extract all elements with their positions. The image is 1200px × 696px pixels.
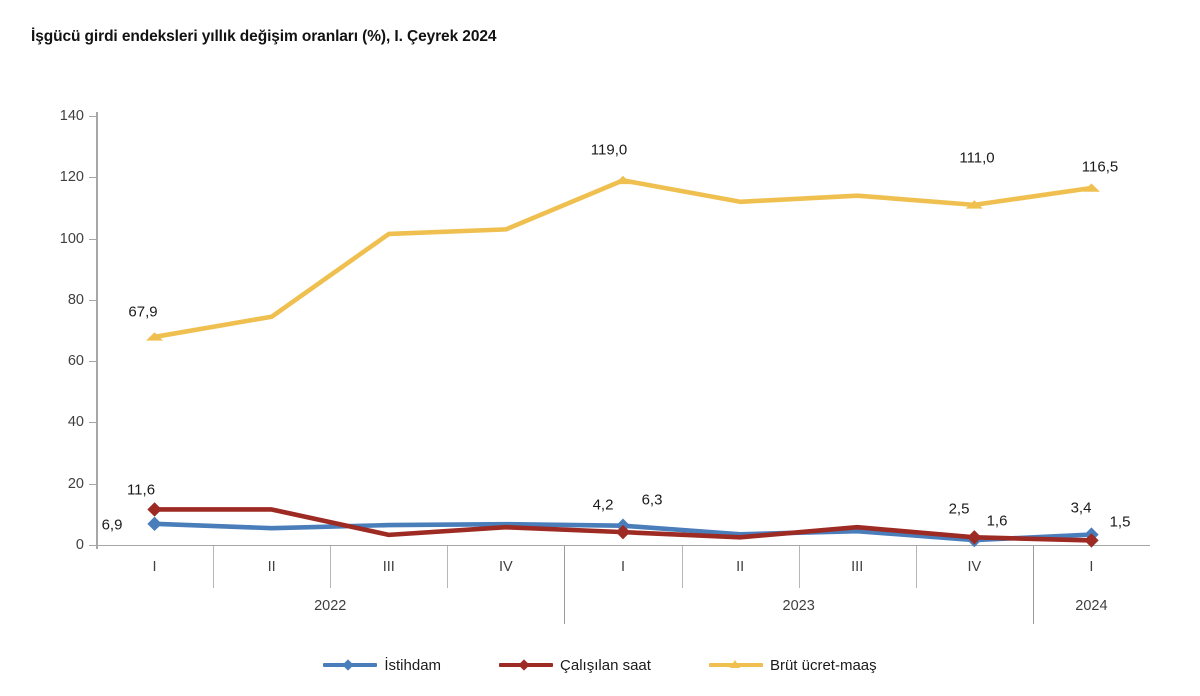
data-point-marker — [615, 518, 631, 533]
data-point-label: 116,5 — [1081, 158, 1119, 176]
y-axis-label: 60 — [67, 353, 84, 370]
year-axis-label: 2024 — [1075, 598, 1108, 614]
y-axis-line — [96, 112, 98, 549]
data-point-label: 11,6 — [126, 481, 156, 499]
series-line — [152, 178, 1094, 340]
quarter-separator — [330, 546, 332, 588]
data-point-label: 119,0 — [590, 141, 628, 159]
data-point-label: 6,3 — [641, 491, 663, 509]
y-axis-label: 0 — [75, 537, 84, 553]
quarter-separator — [681, 546, 683, 588]
y-axis-label: 80 — [67, 291, 84, 308]
legend-triangle-icon — [708, 658, 763, 672]
y-axis-label: 120 — [59, 169, 84, 186]
y-axis-tick — [89, 238, 96, 240]
data-point-marker — [146, 332, 164, 341]
year-axis: 2022 2023 2024 — [96, 588, 1150, 624]
year-separator — [564, 546, 566, 624]
data-point-label: 2,5 — [948, 500, 970, 518]
data-point-marker — [147, 516, 162, 532]
series-line — [152, 521, 1094, 543]
data-point-marker — [615, 524, 631, 540]
quarter-separator — [447, 546, 449, 588]
data-point-marker — [967, 530, 982, 545]
y-axis-tick — [89, 299, 96, 301]
data-point-marker — [147, 502, 162, 517]
quarter-separator — [798, 546, 800, 588]
y-axis-tick — [89, 483, 96, 485]
legend-label: Brüt ücret-maaş — [769, 656, 877, 674]
quarter-axis-label: IV — [499, 559, 513, 575]
data-point-label: 1,6 — [986, 512, 1008, 530]
chart-title: İşgücü girdi endeksleri yıllık değişim o… — [31, 28, 497, 45]
year-separator — [1032, 546, 1034, 624]
data-point-label: 111,0 — [959, 149, 995, 167]
y-axis-tick — [89, 177, 96, 179]
y-axis-label: 140 — [59, 108, 84, 124]
legend-item-br-t-cret-maa-[interactable]: Brüt ücret-maaş — [708, 656, 877, 674]
y-axis-tick — [89, 361, 96, 363]
legend-label: Çalışılan saat — [560, 656, 651, 674]
series-i-stihdam — [147, 516, 1099, 548]
y-axis-label: 40 — [67, 414, 84, 431]
year-axis-label: 2022 — [314, 598, 347, 614]
data-point-label: 6,9 — [101, 516, 123, 534]
legend-item--al-lan-saat[interactable]: Çalışılan saat — [499, 657, 651, 674]
quarter-axis-label: II — [736, 559, 745, 575]
quarter-axis-label: III — [382, 559, 395, 575]
y-axis-tick — [89, 116, 96, 117]
quarter-separator — [213, 546, 215, 588]
data-point-marker — [965, 200, 983, 209]
legend-item-i-stihdam[interactable]: İstihdam — [323, 657, 441, 674]
legend-label: İstihdam — [384, 656, 442, 674]
data-point-label: 1,5 — [1109, 513, 1131, 531]
quarter-axis-label: II — [267, 559, 276, 575]
legend-diamond-icon — [499, 658, 554, 672]
quarter-axis-label: I — [620, 559, 625, 575]
y-axis-tick — [89, 422, 96, 424]
quarter-axis-label: I — [152, 559, 157, 575]
legend-diamond-icon — [323, 658, 378, 672]
data-point-label: 67,9 — [128, 303, 158, 321]
quarter-axis: I II III IV I II III IV I — [96, 546, 1150, 588]
data-point-label: 3,4 — [1070, 499, 1092, 517]
y-axis-label: 20 — [67, 475, 84, 492]
chart-legend: İstihdam Çalışılan saat Brüt ücret-maaş — [0, 648, 1200, 682]
data-point-label: 4,2 — [592, 496, 614, 514]
y-axis-tick — [89, 545, 96, 546]
y-axis-label: 100 — [59, 230, 84, 247]
x-axis-line — [93, 544, 1150, 546]
quarter-axis-label: I — [1089, 559, 1094, 575]
quarter-axis-label: III — [851, 559, 864, 575]
data-point-marker — [614, 175, 632, 185]
data-point-marker — [1082, 183, 1100, 192]
series-br-t-cret-maa- — [146, 175, 1100, 341]
data-point-marker — [1084, 527, 1099, 542]
quarter-axis-label: IV — [967, 559, 982, 575]
year-axis-label: 2023 — [782, 598, 815, 614]
quarter-separator — [915, 546, 917, 588]
